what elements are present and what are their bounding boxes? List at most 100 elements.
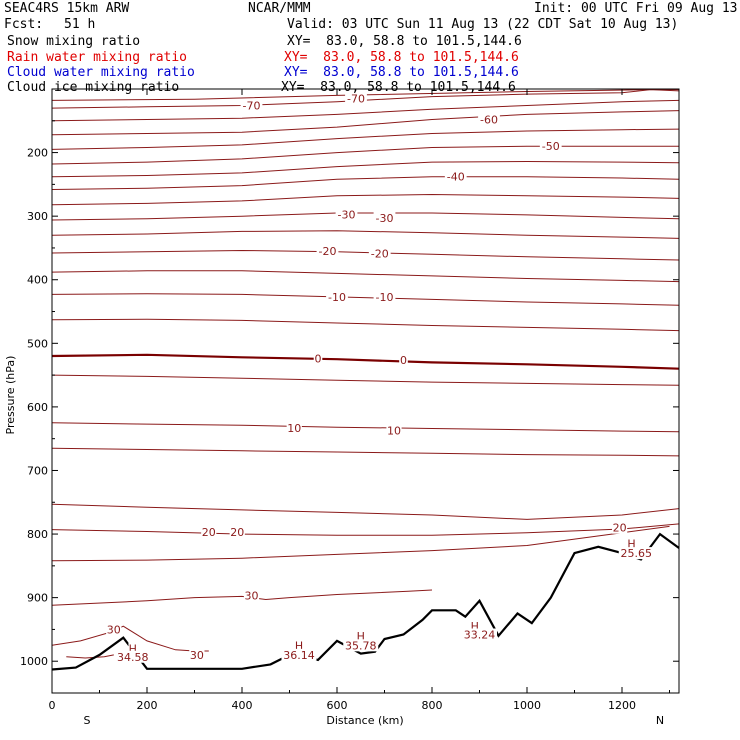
y-axis-label: Pressure (hPa) <box>4 356 17 435</box>
contour-label: -50 <box>542 140 560 153</box>
contour-label-bg <box>478 113 500 126</box>
legend-rain-xy: XY= 83.0, 58.8 to 101.5,144.6 <box>284 50 519 65</box>
contour-label-bg <box>240 99 263 112</box>
contour-label: 35.78 <box>345 639 377 652</box>
contour-label-bg <box>612 521 628 534</box>
model-title: SEAC4RS 15km ARW <box>4 1 130 16</box>
isotherm-line <box>52 176 679 190</box>
axes-layer: 0 200 400 600 800 1000 12002003004005006007008… <box>20 88 680 712</box>
x-tick-label: 1000 <box>513 699 541 712</box>
contour-label-bg <box>345 92 367 105</box>
isotherm-line <box>52 589 433 606</box>
contour-label: -70 <box>243 100 261 113</box>
contour-label-bg <box>373 290 396 303</box>
x-tick-label: 200 <box>137 699 158 712</box>
isotherm-layer <box>52 89 679 659</box>
contour-label-bg <box>229 526 245 539</box>
contour-label-bg <box>128 642 138 655</box>
contour-label-bg <box>243 589 260 602</box>
init-time: Init: 00 UTC Fri 09 Aug 13 <box>534 1 738 16</box>
contour-label: -40 <box>447 171 465 184</box>
isotherm-line <box>52 89 679 109</box>
isotherm-line <box>52 249 679 261</box>
contour-label: 30 <box>245 590 259 603</box>
isotherm-line <box>52 422 679 433</box>
y-tick-label: 1000 <box>20 655 48 668</box>
contour-label-bg <box>373 212 396 225</box>
contour-label-bg <box>189 648 205 661</box>
x-tick-label: 1200 <box>608 699 636 712</box>
contour-label: 25.65 <box>621 547 653 560</box>
contour-label: -30 <box>338 208 356 221</box>
legend-rain: Rain water mixing ratio <box>7 50 188 65</box>
isotherm-line <box>52 212 679 221</box>
contour-label: 33.24 <box>464 629 496 642</box>
isotherm-line <box>52 503 679 520</box>
contour-label-bg <box>356 629 366 642</box>
x-tick-label: 600 <box>327 699 348 712</box>
contour-label: H <box>129 642 137 655</box>
legend-snow: Snow mixing ratio <box>7 34 141 49</box>
contour-label: -10 <box>328 291 346 304</box>
legend-snow-xy: XY= 83.0, 58.8 to 101.5,144.6 <box>287 34 522 49</box>
y-tick-label: 700 <box>27 464 48 477</box>
y-tick-label: 800 <box>27 528 48 541</box>
contour-label: 34.58 <box>117 651 149 664</box>
terrain-profile <box>51 532 680 671</box>
contour-label: 30 <box>190 649 204 662</box>
isotherm-line <box>52 230 679 239</box>
contour-label-bg <box>627 537 636 550</box>
legend-cloud-ice-xy: XY= 83.0, 58.8 to 101.5,144.6 <box>281 80 516 95</box>
isotherm-line <box>52 293 679 306</box>
plot-frame <box>51 88 680 694</box>
contour-label-bg <box>386 424 402 437</box>
valid-time: Valid: 03 UTC Sun 11 Aug 13 (22 CDT Sat … <box>287 17 679 32</box>
isotherm-line <box>52 374 679 386</box>
contour-label: H <box>627 538 635 551</box>
isotherm-line <box>66 654 114 659</box>
x-axis-label: Distance (km) <box>326 714 403 727</box>
contour-label: H <box>295 639 303 652</box>
forecast-label: Fcst: <box>4 17 44 32</box>
contour-label: -60 <box>480 114 498 127</box>
contour-label-bg <box>294 639 304 652</box>
legend-cloud-ice: Cloud ice mixing ratio <box>7 80 180 95</box>
y-tick-label: 900 <box>27 592 48 605</box>
contour-label: -20 <box>319 245 337 258</box>
contour-label: H <box>471 620 479 633</box>
contour-label-bg <box>343 639 379 652</box>
x-axis-right-end-label: N <box>656 714 664 727</box>
contour-label: 10 <box>287 422 301 435</box>
isotherm-line <box>52 145 679 165</box>
contour-label-bg <box>618 547 654 560</box>
x-tick-label: 400 <box>232 699 253 712</box>
isotherm-line <box>52 128 679 150</box>
contour-label-bg <box>106 623 122 636</box>
terrain-layer <box>51 532 680 671</box>
contour-label: 36.14 <box>283 649 315 662</box>
contour-label: 0 <box>315 353 322 366</box>
contour-label: 20 <box>613 522 627 535</box>
contour-label-bg <box>462 628 497 641</box>
isotherm-line <box>52 523 679 536</box>
contour-label-bg <box>470 620 480 633</box>
contour-label-bg <box>444 170 467 183</box>
contour-label-bg <box>316 245 339 258</box>
isotherm-line <box>52 447 679 457</box>
contour-label: -20 <box>371 248 389 261</box>
y-tick-label: 600 <box>27 401 48 414</box>
legend-cloud-water-xy: XY= 83.0, 58.8 to 101.5,144.6 <box>284 65 519 80</box>
isotherm-line <box>52 525 670 562</box>
contour-label-bg <box>281 648 317 661</box>
contour-label: -70 <box>347 93 365 106</box>
contour-label: 20 <box>230 526 244 539</box>
center-title: NCAR/MMM <box>248 1 311 16</box>
y-tick-label: 300 <box>27 210 48 223</box>
contour-label-bg <box>201 526 217 539</box>
contour-label-bg <box>115 650 151 663</box>
x-tick-label: 0 <box>49 699 56 712</box>
y-tick-label: 500 <box>27 337 48 350</box>
contour-label-bg <box>286 421 302 434</box>
